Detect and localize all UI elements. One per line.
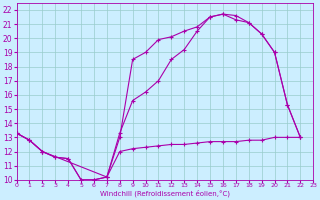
X-axis label: Windchill (Refroidissement éolien,°C): Windchill (Refroidissement éolien,°C) [100, 190, 230, 197]
